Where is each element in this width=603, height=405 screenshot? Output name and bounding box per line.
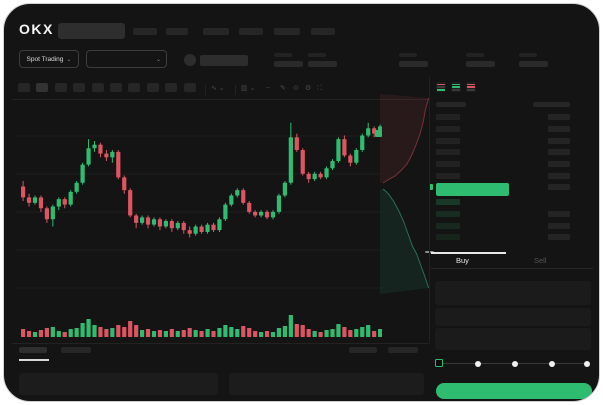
okx-logo[interactable]: OKX [19, 21, 54, 37]
interval-dropdown-icon[interactable]: ∿ ⌄ [211, 85, 225, 92]
stat-value-placeholder [519, 61, 548, 67]
book-line [467, 89, 475, 91]
chart-style-dropdown-icon[interactable]: ▥ ⌄ [241, 85, 256, 92]
trade-form-input[interactable] [435, 328, 591, 350]
bottom-active-tab-underline [19, 359, 49, 361]
app-window: OKX Spot Trading ⌄ ⌄ Buy Sell ∿ ⌄ ▥ ⌄ ~ ✎ ⊙ ⚙… [3, 3, 600, 402]
candlestick-chart[interactable] [15, 99, 382, 342]
timeframe-button[interactable] [110, 83, 122, 92]
slider-stop-dot[interactable] [584, 361, 590, 367]
nav-item[interactable] [166, 28, 188, 35]
slider-handle[interactable] [435, 359, 443, 367]
settings-icon[interactable]: ⚙ [305, 85, 312, 92]
market-type-label: Spot Trading [26, 55, 64, 63]
ask-amount-placeholder [548, 149, 570, 155]
fullscreen-icon[interactable]: ⛶ [317, 85, 322, 92]
orderbook-price-header [436, 102, 466, 107]
timeframe-button[interactable] [73, 83, 86, 92]
tab-sell[interactable]: Sell [534, 256, 547, 265]
buy-tab-indicator [431, 252, 506, 254]
book-line [452, 86, 460, 88]
bid-amount-placeholder [548, 211, 570, 217]
slider-stop-dot[interactable] [549, 361, 555, 367]
ask-price-placeholder[interactable] [436, 149, 460, 155]
nav-item[interactable] [239, 28, 263, 35]
stat-value-placeholder [308, 61, 337, 67]
bottom-action-placeholder[interactable] [349, 347, 377, 353]
chevron-down-icon: ⌄ [66, 56, 72, 63]
timeframe-button[interactable] [18, 83, 30, 92]
book-asks-icon[interactable] [466, 82, 476, 92]
stat-value-placeholder [274, 61, 303, 67]
slider-stop-dot[interactable] [512, 361, 518, 367]
trade-form-input[interactable] [435, 281, 591, 305]
timeframe-button[interactable] [36, 83, 49, 92]
stat-value-placeholder [399, 61, 428, 67]
line-tool-icon[interactable]: ~ [266, 85, 271, 92]
ask-price-placeholder[interactable] [436, 114, 460, 120]
stat-label-placeholder [519, 53, 537, 57]
bottom-panel [19, 373, 218, 395]
ask-price-placeholder[interactable] [436, 138, 460, 144]
bid-amount-placeholder [548, 223, 570, 229]
nav-item[interactable] [311, 28, 335, 35]
stat-label-placeholder [399, 53, 417, 57]
stat-label-placeholder [308, 53, 326, 57]
tab-buy[interactable]: Buy [456, 256, 469, 265]
stat-label-placeholder [274, 53, 292, 57]
stat-value-placeholder [466, 61, 495, 67]
amount-placeholder [548, 184, 570, 190]
timeframe-button[interactable] [146, 83, 159, 92]
ask-price-placeholder[interactable] [436, 161, 460, 167]
bottom-action-placeholder[interactable] [388, 347, 418, 353]
bid-amount-placeholder [548, 234, 570, 240]
nav-item[interactable] [274, 28, 300, 35]
timeframe-button[interactable] [128, 83, 141, 92]
slider-stop-dot[interactable] [475, 361, 481, 367]
bottom-panel [229, 373, 424, 395]
book-line [452, 83, 460, 85]
timeframe-button[interactable] [165, 83, 178, 92]
search-input[interactable] [58, 23, 125, 39]
nav-item[interactable] [203, 28, 229, 35]
bid-price-placeholder[interactable] [436, 223, 460, 229]
ask-price-placeholder[interactable] [436, 126, 460, 132]
chevron-down-icon: ⌄ [155, 56, 161, 63]
timeframe-button[interactable] [54, 83, 67, 92]
book-line [437, 89, 445, 91]
ask-amount-placeholder [548, 138, 570, 144]
bottom-tab[interactable] [19, 347, 47, 353]
book-both-icon[interactable] [436, 82, 446, 92]
book-bids-icon[interactable] [451, 82, 461, 92]
orderbook-amount-header [533, 102, 570, 107]
ask-price-placeholder[interactable] [436, 173, 460, 179]
trade-form-input[interactable] [435, 308, 591, 326]
last-price-placeholder [200, 55, 248, 66]
bid-price-placeholder[interactable] [436, 199, 460, 205]
bottom-tab[interactable] [61, 347, 91, 353]
ask-amount-placeholder [548, 126, 570, 132]
nav-item[interactable] [133, 28, 157, 35]
book-line [452, 89, 460, 91]
book-line [437, 86, 445, 88]
orderbook-last-price-row[interactable] [436, 183, 509, 196]
ask-amount-placeholder [548, 173, 570, 179]
book-line [467, 83, 475, 85]
instrument-dropdown[interactable]: ⌄ [86, 50, 167, 68]
book-line [467, 86, 475, 88]
ask-amount-placeholder [548, 161, 570, 167]
bid-price-placeholder[interactable] [436, 211, 460, 217]
depth-chart[interactable] [380, 94, 434, 294]
bid-price-placeholder[interactable] [436, 234, 460, 240]
ask-amount-placeholder [548, 114, 570, 120]
submit-buy-button[interactable] [436, 383, 592, 399]
stat-label-placeholder [466, 53, 484, 57]
market-type-dropdown[interactable]: Spot Trading ⌄ [19, 50, 79, 68]
timeframe-button[interactable] [91, 83, 104, 92]
draw-tool-icon[interactable]: ✎ [280, 85, 286, 92]
book-line [437, 83, 445, 85]
coin-avatar [184, 54, 196, 66]
screenshot-icon[interactable]: ⊙ [293, 85, 299, 92]
timeframe-button[interactable] [183, 83, 196, 92]
